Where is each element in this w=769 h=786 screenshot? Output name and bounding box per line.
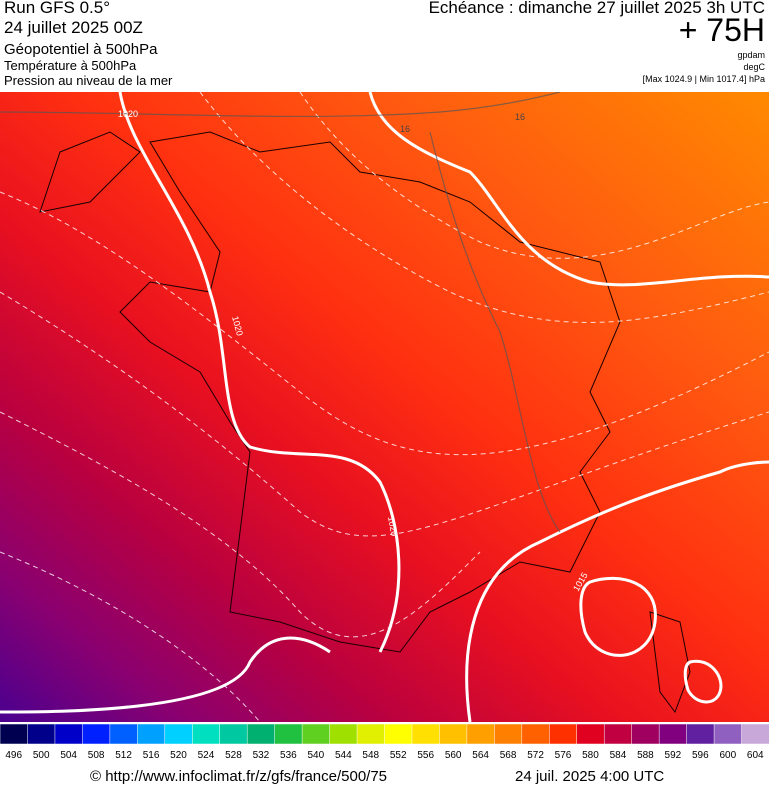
color-swatch — [631, 724, 660, 745]
isobar — [0, 92, 769, 722]
colorbar-label: 540 — [307, 750, 324, 761]
geopotential-contour — [0, 92, 561, 533]
run-date: 24 juillet 2025 00Z — [4, 18, 143, 37]
contour-label: 16 — [400, 124, 410, 134]
color-swatch — [494, 724, 523, 745]
range: [Max 1024.9 | Min 1017.4] hPa — [642, 74, 765, 84]
color-swatch — [521, 724, 551, 745]
colorbar: 496 500 504 508 512 516 520 524 528 532 536 540 544 5… — [0, 724, 769, 761]
colorbar-label: 592 — [665, 750, 682, 761]
colorbar-label: 580 — [582, 750, 599, 761]
contour-label: 1020 — [386, 516, 399, 537]
color-swatch — [329, 724, 358, 745]
colorbar-label: 564 — [472, 750, 489, 761]
color-swatch — [0, 724, 29, 745]
color-swatch — [603, 724, 633, 745]
run: Run GFS 0.5° — [4, 0, 111, 17]
color-swatch — [219, 724, 248, 745]
colorbar-label: 596 — [692, 750, 709, 761]
lead-time: + 75H — [678, 12, 765, 48]
source: © http://www.infoclimat.fr/z/gfs/france/… — [90, 768, 388, 785]
time: 24 juil. 2025 4:00 UTC — [515, 768, 665, 785]
color-swatch — [466, 724, 496, 745]
colorbar-label: 560 — [445, 750, 462, 761]
colorbar-label: 496 — [5, 750, 22, 761]
field: Géopotentiel à 500hPa — [4, 41, 158, 58]
field: Pression au niveau de la mer — [4, 73, 173, 88]
color-swatch — [164, 724, 194, 745]
color-swatch — [54, 724, 84, 745]
colorbar-label: 572 — [527, 750, 544, 761]
color-swatch — [411, 724, 441, 745]
colorbar-label: 584 — [610, 750, 627, 761]
color-swatch — [192, 724, 221, 745]
colorbar-label: 504 — [60, 750, 77, 761]
colorbar-label: 536 — [280, 750, 297, 761]
color-swatch — [576, 724, 605, 745]
colorbar-label: 500 — [33, 750, 50, 761]
color-swatch — [741, 724, 769, 745]
color-swatch — [549, 724, 578, 745]
colorbar-label: 604 — [747, 750, 764, 761]
color-swatch — [384, 724, 413, 745]
colorbar-label: 524 — [198, 750, 215, 761]
unit: gpdam — [737, 50, 765, 60]
contour-label: 16 — [515, 112, 525, 122]
colorbar-label: 520 — [170, 750, 187, 761]
colorbar-label: 544 — [335, 750, 352, 761]
colorbar-label: 548 — [362, 750, 379, 761]
contour-label: 1020 — [118, 109, 138, 119]
color-swatch — [658, 724, 688, 745]
color-swatch — [82, 724, 111, 745]
color-swatch — [686, 724, 715, 745]
color-swatch — [301, 724, 331, 745]
colorbar-label: 508 — [88, 750, 105, 761]
colorbar-label: 576 — [555, 750, 572, 761]
colorbar-label: 512 — [115, 750, 132, 761]
temperature-field — [0, 92, 769, 722]
colorbar-label: 532 — [253, 750, 270, 761]
color-swatch — [713, 724, 743, 745]
color-swatch — [109, 724, 139, 745]
colorbar-label: 588 — [637, 750, 654, 761]
temperature-contour — [0, 92, 769, 722]
valid-time: Echéance : dimanche 27 juillet 2025 3h U… — [428, 0, 765, 17]
color-swatch — [246, 724, 276, 745]
color-swatch — [356, 724, 386, 745]
color-swatch — [439, 724, 468, 745]
color-swatch — [274, 724, 303, 745]
colorbar-label: 528 — [225, 750, 242, 761]
colorbar-label: 552 — [390, 750, 407, 761]
colorbar-label: 600 — [719, 750, 736, 761]
colorbar-label: 516 — [143, 750, 160, 761]
field: Température à 500hPa — [4, 58, 137, 73]
coastline — [39, 131, 691, 714]
color-swatch — [27, 724, 56, 745]
map: 1020 1020 1020 1015 16 16 — [0, 92, 769, 722]
unit: degC — [743, 62, 765, 72]
color-swatch — [137, 724, 166, 745]
colorbar-label: 556 — [417, 750, 434, 761]
colorbar-label: 568 — [500, 750, 517, 761]
